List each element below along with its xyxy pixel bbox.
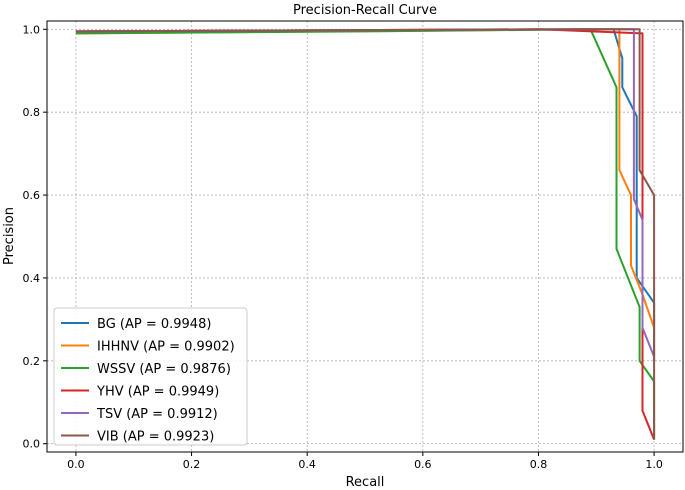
series-line-vib — [75, 28, 656, 440]
legend: BG (AP = 0.9948) IHHNV (AP = 0.9902) WSSV … — [53, 307, 248, 446]
y-tick-label: 0.8 — [23, 106, 41, 119]
legend-label-yhv: YHV (AP = 0.9949) — [96, 385, 219, 400]
x-tick-label: 1.0 — [645, 458, 663, 471]
series-lines — [75, 28, 656, 440]
legend-label-bg: BG (AP = 0.9948) — [97, 317, 211, 332]
x-tick-label: 0.4 — [298, 458, 316, 471]
series-line-ihhnv — [75, 28, 656, 329]
y-tick-label: 0.0 — [23, 438, 41, 451]
x-tick-label: 0.2 — [183, 458, 201, 471]
x-axis-label: Recall — [346, 475, 385, 490]
legend-label-tsv: TSV (AP = 0.9912) — [96, 407, 218, 422]
y-tick-label: 0.6 — [23, 189, 41, 202]
y-axis-ticks: 0.0 0.2 0.4 0.6 0.8 1.0 — [23, 23, 47, 451]
legend-label-vib: VIB (AP = 0.9923) — [97, 430, 214, 445]
y-tick-label: 1.0 — [23, 23, 41, 36]
legend-label-wssv: WSSV (AP = 0.9876) — [97, 362, 231, 377]
plot-frame — [46, 20, 684, 453]
legend-label-ihhnv: IHHNV (AP = 0.9902) — [97, 340, 235, 355]
x-axis-ticks: 0.0 0.2 0.4 0.6 0.8 1.0 — [67, 452, 663, 471]
legend-box — [53, 307, 248, 446]
y-tick-label: 0.4 — [23, 272, 41, 285]
x-tick-label: 0.8 — [530, 458, 548, 471]
x-tick-label: 0.0 — [67, 458, 85, 471]
y-tick-label: 0.2 — [23, 355, 41, 368]
chart-title: Precision-Recall Curve — [293, 3, 437, 18]
x-tick-label: 0.6 — [414, 458, 432, 471]
y-axis-label: Precision — [2, 207, 17, 265]
